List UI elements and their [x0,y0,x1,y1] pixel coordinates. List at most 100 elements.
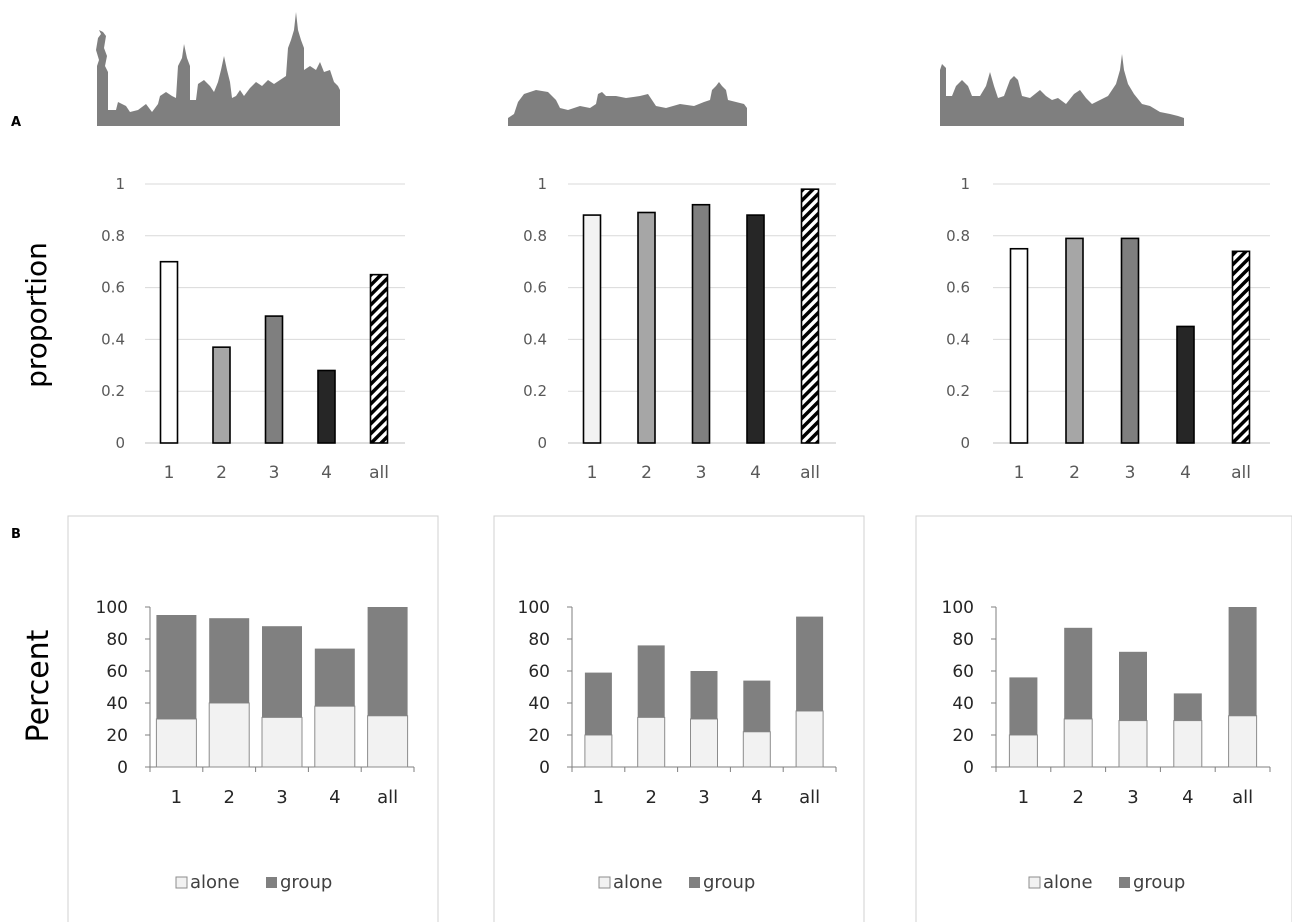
legend-swatch-group [1119,877,1130,888]
y-tick-label: 0.2 [946,382,970,400]
bar-segment-group [1119,651,1147,721]
y-tick-label: 0.8 [101,227,125,245]
y-tick-label: 60 [106,662,128,682]
y-tick-label: 0.8 [523,227,547,245]
x-tick-label: all [377,787,398,808]
bar-segment-alone [637,716,666,768]
x-tick-label: all [800,463,820,483]
bar-segment-group [637,645,665,718]
chart-b-new-york: 0 20 40 60 80 100 1 2 3 4 all alone group [96,598,415,893]
x-tick-label: 4 [321,463,332,483]
chart-a-rome: 0 0.2 0.4 0.6 0.8 1 1 2 3 4 all [523,175,836,483]
y-tick-label: 40 [528,694,550,714]
x-tick-label: 3 [269,463,280,483]
y-tick-label: 0.2 [523,382,547,400]
y-tick-label: 0.6 [946,279,970,297]
y-tick-label: 1 [115,175,125,193]
y-tick-label: 1 [537,175,547,193]
y-tick-label: 0.4 [523,330,547,348]
y-tick-label: 0 [117,758,128,778]
bar-segment-alone [1228,715,1258,768]
y-tick-label: 100 [96,598,128,618]
chart-box-rome [67,515,439,922]
x-tick-label: 3 [696,463,707,483]
x-tick-label: 2 [1069,463,1080,483]
bar-segment-group [209,618,250,703]
bar [691,203,711,444]
x-tick-label: 1 [164,463,175,483]
x-tick-label: 2 [1072,787,1083,808]
x-tick-label: 2 [641,463,652,483]
x-tick-label: all [1231,463,1251,483]
row-a-y-axis-label: proportion [20,242,53,388]
y-tick-label: 0.6 [523,279,547,297]
x-tick-label: 1 [587,463,598,483]
bar-segment-alone [1008,734,1038,768]
bar [317,369,336,444]
bar [746,214,765,444]
bar-segment-alone [367,715,409,768]
legend-label-alone: alone [190,872,240,893]
y-tick-label: 40 [952,694,974,714]
x-tick-label: 4 [751,787,762,808]
y-tick-label: 0 [960,434,970,452]
panel-label-a: A [11,115,21,130]
x-tick-label: 3 [1127,787,1138,808]
y-tick-label: 40 [106,694,128,714]
y-tick-label: 80 [106,630,128,650]
bar-segment-group [1064,627,1093,719]
chart-a-new-york: 0 0.2 0.4 0.6 0.8 1 1 2 3 4 all [101,175,405,483]
bar-segment-group [156,615,197,719]
y-tick-label: 0.4 [101,330,125,348]
bar-segment-group [1009,677,1038,735]
y-tick-label: 0 [115,434,125,452]
x-tick-label: 3 [1125,463,1136,483]
bar-segment-alone [155,718,197,768]
bar-segment-alone [208,702,250,768]
bar-segment-group [367,607,408,716]
x-tick-label: all [1232,787,1253,808]
x-tick-label: 2 [216,463,227,483]
x-tick-label: 2 [645,787,656,808]
chart-b-rome: 0 20 40 60 80 100 1 2 3 4 all alone group [518,598,837,893]
x-tick-label: 4 [1180,463,1191,483]
x-tick-label: 1 [593,787,604,808]
legend: alone group [1028,872,1185,893]
chart-box-cairo [915,515,1292,922]
x-tick-label: 4 [750,463,761,483]
bar [1176,325,1195,444]
legend-swatch-group [266,877,277,888]
panel-label-b: B [11,527,21,542]
legend-swatch-alone [175,876,188,889]
y-tick-label: 100 [518,598,550,618]
y-tick-label: 0.2 [101,382,125,400]
bar-segment-group [796,616,824,711]
legend-label-group: group [280,872,332,893]
bar [800,188,820,444]
y-tick-label: 80 [528,630,550,650]
bar [159,260,179,444]
bar [582,214,602,444]
x-tick-label: 3 [698,787,709,808]
bar-segment-alone [795,710,824,768]
bar-segment-group [1228,607,1257,716]
bar [1231,250,1251,444]
legend-label-group: group [1133,872,1185,893]
bar [1065,237,1084,444]
y-tick-label: 20 [952,726,974,746]
y-tick-label: 1 [960,175,970,193]
x-tick-label: all [369,463,389,483]
legend-swatch-group [689,877,700,888]
bar-segment-alone [584,734,613,768]
x-tick-label: 1 [1014,463,1025,483]
y-tick-label: 60 [952,662,974,682]
legend-swatch-alone [598,876,611,889]
y-tick-label: 0 [539,758,550,778]
bar-segment-group [1173,693,1202,721]
y-tick-label: 0 [537,434,547,452]
bar-segment-group [690,671,718,719]
bar [264,315,284,444]
y-tick-label: 20 [106,726,128,746]
legend: alone group [598,872,755,893]
chart-a-cairo: 0 0.2 0.4 0.6 0.8 1 1 2 3 4 all [946,175,1270,483]
